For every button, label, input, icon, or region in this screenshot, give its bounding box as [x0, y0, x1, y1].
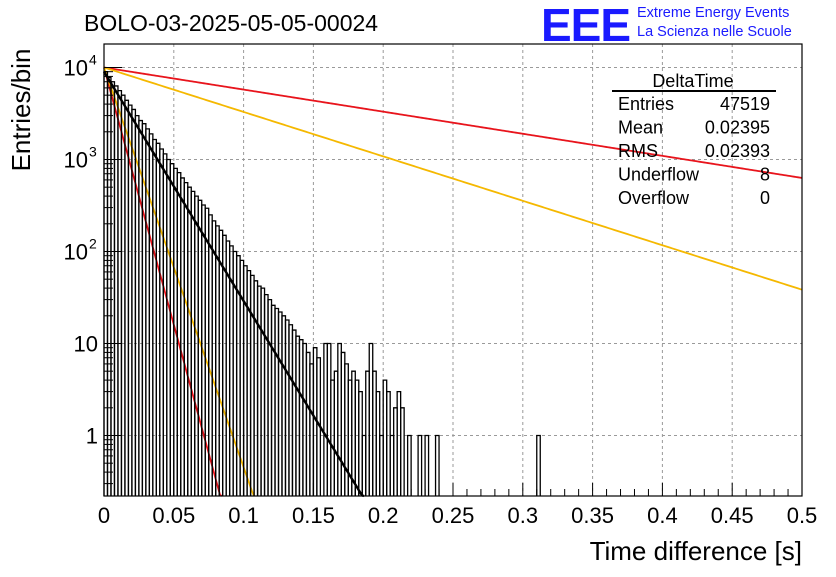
stats-title: DeltaTime: [652, 71, 733, 91]
x-tick-label: 0.1: [228, 503, 259, 528]
logo-line-2: La Scienza nelle Scuole: [637, 24, 792, 40]
stats-row-value: 0: [760, 188, 770, 208]
x-tick-label: 0.05: [152, 503, 195, 528]
stats-row-label: Underflow: [618, 165, 700, 185]
y-tick-exponent: 3: [89, 143, 97, 159]
y-tick-label: 10: [74, 331, 98, 356]
x-tick-label: 0.3: [508, 503, 539, 528]
stats-row-label: RMS: [618, 141, 658, 161]
stats-box: DeltaTime Entries 47519 Mean 0.02395 RMS 0.023…: [612, 71, 776, 208]
y-axis-label: Entries/bin: [6, 49, 36, 172]
x-tick-label: 0.45: [711, 503, 754, 528]
stats-row-value: 8: [760, 165, 770, 185]
x-tick-label: 0: [98, 503, 110, 528]
x-tick-label: 0.15: [292, 503, 335, 528]
eee-logo: EEE: [541, 0, 631, 51]
stats-row-value: 0.02395: [705, 118, 770, 138]
y-tick-label: 10: [64, 55, 88, 80]
y-tick-label: 1: [86, 424, 98, 449]
curve-yellow-shallow: [103, 66, 803, 291]
histogram-bin: [424, 434, 430, 496]
grid-lines: [104, 44, 802, 496]
histogram-bin: [434, 434, 440, 496]
stats-row-value: 0.02393: [705, 141, 770, 161]
x-axis-label: Time difference [s]: [590, 536, 802, 566]
histogram-bin: [316, 357, 322, 496]
y-tick-label: 10: [64, 147, 88, 172]
x-tick-label: 0.5: [787, 503, 818, 528]
y-tick-label: 10: [64, 239, 88, 264]
histogram-bin: [536, 434, 541, 496]
logo-tagline: Extreme Energy Events La Scienza nelle S…: [637, 4, 792, 42]
logo-line-1: Extreme Energy Events: [637, 5, 790, 21]
stats-row-label: Entries: [618, 94, 674, 114]
x-tick-label: 0.2: [368, 503, 399, 528]
stats-row-value: 47519: [720, 94, 770, 114]
stats-row-label: Mean: [618, 118, 663, 138]
y-tick-exponent: 2: [89, 235, 97, 251]
x-axis-ticks: 0 0.05 0.1 0.15 0.2 0.25 0.3 0.35 0.4 0.45 0.5: [98, 483, 817, 528]
run-title: BOLO-03-2025-05-05-00024: [84, 10, 379, 36]
stats-row-label: Overflow: [618, 188, 690, 208]
x-tick-label: 0.4: [647, 503, 678, 528]
x-tick-label: 0.35: [571, 503, 614, 528]
curve-red-shallow: [103, 66, 803, 179]
x-tick-label: 0.25: [432, 503, 475, 528]
y-tick-exponent: 4: [89, 51, 97, 67]
histogram-bin: [399, 407, 405, 496]
histogram-bars: [103, 71, 541, 496]
histogram-bin: [406, 434, 412, 496]
histogram-bin: [417, 434, 423, 496]
